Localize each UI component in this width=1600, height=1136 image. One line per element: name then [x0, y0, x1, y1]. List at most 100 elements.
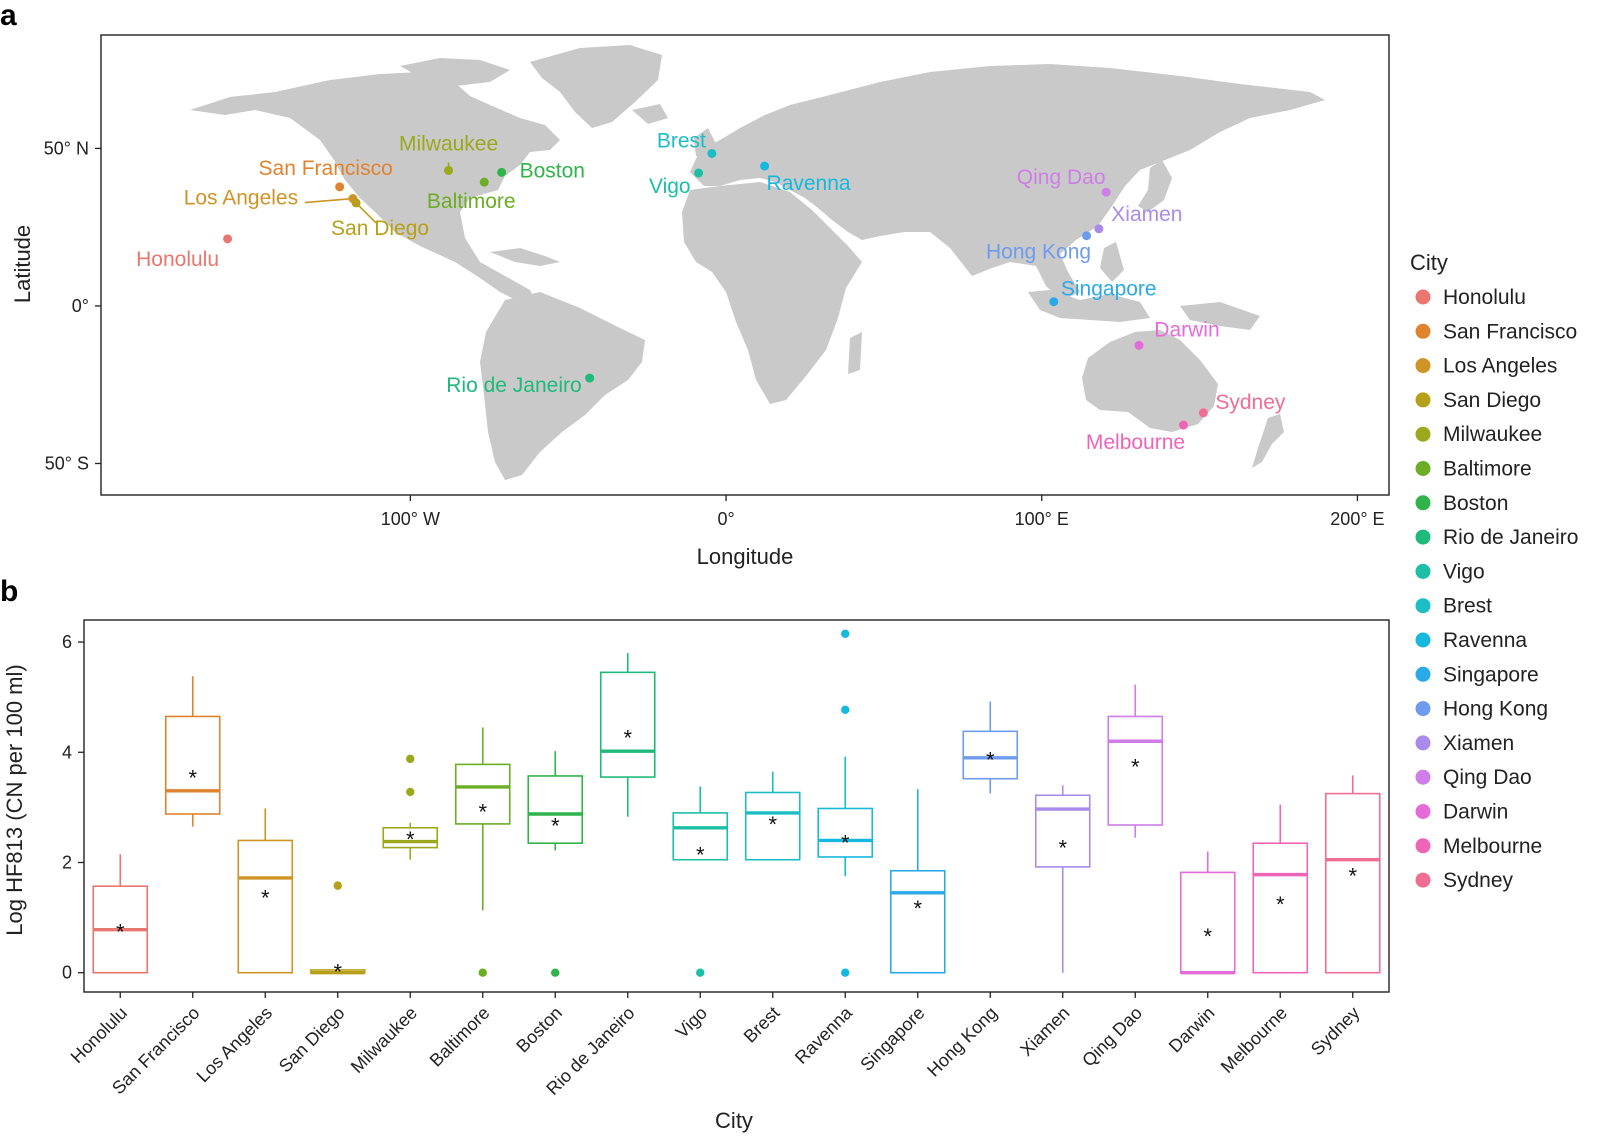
- boxplot-x-axis-title: City: [715, 1108, 753, 1133]
- box-ravenna: *: [817, 629, 874, 977]
- boxplot-y-tick-label: 2: [62, 852, 72, 872]
- box-honolulu: *: [92, 854, 149, 974]
- mean-marker: *: [1203, 924, 1212, 949]
- iqr-box: [164, 715, 221, 815]
- map-point-darwin: [1134, 340, 1144, 350]
- map-point-san-diego: [351, 198, 361, 208]
- legend-item-brest: Brest: [1415, 595, 1492, 618]
- map-y-axis-title: Latitude: [10, 225, 35, 303]
- boxplot-x-tick-label: Ravenna: [791, 1002, 857, 1068]
- legend-swatch: [1415, 461, 1431, 476]
- legend-item-san-diego: San Diego: [1415, 389, 1541, 412]
- legend-swatch: [1415, 701, 1431, 717]
- map-point-vigo: [694, 168, 704, 178]
- boxplot-x-tick-label: Singapore: [856, 1003, 928, 1075]
- legend-title: City: [1410, 250, 1448, 275]
- map-point-hong-kong: [1082, 231, 1092, 241]
- legend-swatch: [1415, 323, 1431, 339]
- box-vigo: *: [672, 786, 729, 977]
- mean-marker: *: [696, 842, 705, 867]
- outlier-point: [841, 705, 850, 715]
- map-leader-los-angeles: [304, 197, 353, 204]
- legend-label: Boston: [1443, 492, 1508, 515]
- panel-b-tag: b: [0, 575, 18, 608]
- legend-swatch: [1415, 495, 1431, 511]
- boxplot-x-tick-label: Xiamen: [1016, 1003, 1073, 1060]
- land-madagascar: [848, 332, 862, 374]
- land-caribbean: [490, 248, 560, 266]
- map-label-milwaukee: Milwaukee: [399, 132, 498, 155]
- legend-swatch: [1415, 735, 1431, 751]
- legend-swatch: [1415, 769, 1431, 785]
- boxplot-x-tick-label: San Diego: [275, 1003, 349, 1077]
- outlier-point: [406, 754, 415, 764]
- map-label-los-angeles: Los Angeles: [184, 187, 298, 210]
- legend-swatch: [1415, 804, 1431, 819]
- panel-a-tag: a: [0, 0, 17, 32]
- boxplot-x-tick-label: Qing Dao: [1078, 1003, 1146, 1071]
- legend-swatch: [1415, 872, 1431, 888]
- mean-marker: *: [768, 812, 777, 837]
- box-xiamen: *: [1034, 785, 1091, 973]
- map-points: Honolulu San Francisco Los Angeles San Dieg…: [136, 129, 1286, 454]
- legend-label: San Francisco: [1443, 320, 1577, 343]
- legend-swatch: [1415, 666, 1431, 682]
- legend-item-rio-de-janeiro: Rio de Janeiro: [1415, 526, 1578, 549]
- land-eurasia: [690, 64, 1325, 300]
- legend-swatch: [1415, 426, 1431, 442]
- mean-marker: *: [913, 896, 922, 921]
- land-philippines: [1100, 242, 1124, 282]
- legend-item-san-francisco: San Francisco: [1415, 320, 1577, 343]
- box-hong-kong: *: [962, 701, 1019, 794]
- legend-item-ravenna: Ravenna: [1415, 629, 1527, 652]
- map-y-tick-label: 0°: [72, 296, 89, 316]
- map-label-san-francisco: San Francisco: [259, 157, 393, 180]
- legend-label: Baltimore: [1443, 458, 1532, 481]
- map-panel: 100° W 0° 100° E 200° E 50° N 0° 50° S Honolul…: [10, 34, 1390, 569]
- legend-label: Honolulu: [1443, 286, 1526, 309]
- legend-item-xiamen: Xiamen: [1415, 732, 1514, 755]
- land-iceland: [632, 104, 668, 124]
- legend-item-hong-kong: Hong Kong: [1415, 698, 1548, 721]
- map-x-tick-label: 100° W: [381, 509, 440, 529]
- mean-marker: *: [841, 830, 850, 855]
- mean-marker: *: [1276, 892, 1285, 917]
- iqr-box: [962, 730, 1019, 780]
- iqr-box: [454, 763, 511, 825]
- map-label-melbourne: Melbourne: [1086, 431, 1185, 454]
- outlier-point: [333, 881, 342, 890]
- map-leader-san-diego: [355, 202, 377, 224]
- iqr-box: [889, 869, 946, 974]
- boxplot-y-tick-label: 0: [62, 963, 72, 983]
- box-san-diego: *: [309, 881, 366, 984]
- map-label-qing-dao: Qing Dao: [1017, 166, 1106, 189]
- outlier-point: [406, 787, 415, 797]
- mean-marker: *: [1348, 863, 1357, 888]
- map-point-brest: [707, 148, 717, 158]
- legend-item-honolulu: Honolulu: [1415, 286, 1526, 309]
- land-japan: [1138, 160, 1172, 212]
- outlier-point: [841, 629, 850, 638]
- legend-items: Honolulu San Francisco Los Angeles San Dieg…: [1415, 286, 1578, 892]
- mean-marker: *: [1131, 754, 1140, 779]
- land-south-america: [480, 292, 645, 480]
- mean-marker: *: [188, 765, 197, 790]
- legend-label: Darwin: [1443, 801, 1508, 824]
- legend-item-darwin: Darwin: [1415, 801, 1508, 824]
- mean-marker: *: [333, 959, 342, 984]
- map-x-tick-label: 200° E: [1330, 509, 1384, 529]
- legend-label: Singapore: [1443, 663, 1539, 686]
- map-y-tick-label: 50° N: [44, 138, 89, 158]
- map-point-san-francisco: [335, 182, 345, 192]
- map-point-milwaukee: [444, 165, 454, 175]
- boxplot-x-tick-label: Hong Kong: [923, 1003, 1001, 1081]
- legend-label: Melbourne: [1443, 835, 1542, 858]
- legend-label: Ravenna: [1443, 629, 1527, 652]
- land-north-america: [190, 72, 560, 302]
- boxplot-x-tick-label: Brest: [740, 1003, 784, 1047]
- map-label-baltimore: Baltimore: [427, 190, 516, 213]
- city-legend: City Honolulu San Francisco Los Angeles San…: [1410, 250, 1578, 892]
- land-arctic-islands: [400, 58, 510, 86]
- map-label-darwin: Darwin: [1154, 318, 1219, 341]
- land-masses: [190, 45, 1325, 480]
